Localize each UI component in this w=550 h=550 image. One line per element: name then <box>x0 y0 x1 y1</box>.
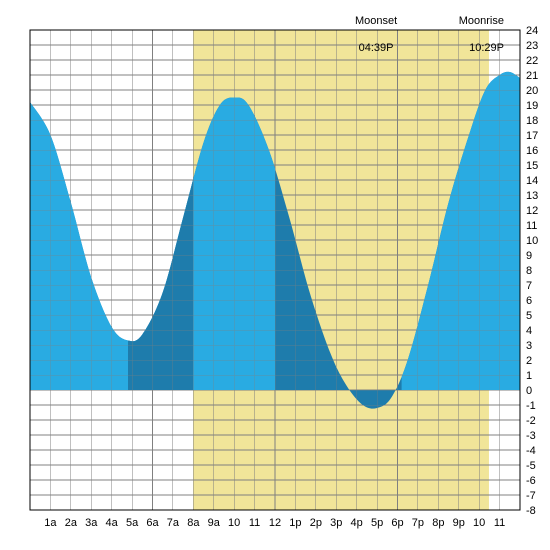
svg-text:2p: 2p <box>310 517 322 529</box>
svg-text:13: 13 <box>526 190 538 202</box>
svg-text:-6: -6 <box>526 475 536 487</box>
svg-text:4p: 4p <box>351 517 363 529</box>
moonrise-title: Moonrise <box>459 15 504 27</box>
svg-text:8: 8 <box>526 265 532 277</box>
svg-text:5: 5 <box>526 310 532 322</box>
svg-text:9: 9 <box>526 250 532 262</box>
svg-text:-2: -2 <box>526 415 536 427</box>
moonrise-label: Moonrise 10:29P <box>444 2 504 68</box>
svg-text:16: 16 <box>526 145 538 157</box>
chart-svg: -8-7-6-5-4-3-2-1012345678910111213141516… <box>0 0 550 550</box>
svg-text:11: 11 <box>249 517 260 529</box>
svg-text:-8: -8 <box>526 505 536 517</box>
svg-text:17: 17 <box>526 130 538 142</box>
svg-text:6a: 6a <box>146 517 159 529</box>
tide-chart: -8-7-6-5-4-3-2-1012345678910111213141516… <box>0 0 550 550</box>
svg-text:3: 3 <box>526 340 532 352</box>
svg-text:8a: 8a <box>187 517 200 529</box>
svg-text:22: 22 <box>526 55 538 67</box>
svg-text:10: 10 <box>526 235 538 247</box>
svg-text:15: 15 <box>526 160 538 172</box>
moonset-title: Moonset <box>355 15 397 27</box>
svg-text:18: 18 <box>526 115 538 127</box>
svg-text:2: 2 <box>526 355 532 367</box>
svg-text:1a: 1a <box>44 517 57 529</box>
svg-text:24: 24 <box>526 25 538 37</box>
svg-text:12: 12 <box>269 517 281 529</box>
svg-text:19: 19 <box>526 100 538 112</box>
svg-text:14: 14 <box>526 175 538 187</box>
svg-text:4: 4 <box>526 325 532 337</box>
moonrise-time: 10:29P <box>469 42 504 54</box>
svg-text:23: 23 <box>526 40 538 52</box>
svg-text:9p: 9p <box>453 517 465 529</box>
svg-text:5p: 5p <box>371 517 383 529</box>
svg-text:0: 0 <box>526 385 532 397</box>
svg-text:-1: -1 <box>526 400 536 412</box>
svg-text:7a: 7a <box>167 517 180 529</box>
svg-text:12: 12 <box>526 205 538 217</box>
svg-text:-4: -4 <box>526 445 536 457</box>
moonset-label: Moonset 04:39P <box>340 2 400 68</box>
svg-text:2a: 2a <box>65 517 78 529</box>
svg-text:11: 11 <box>494 517 505 529</box>
svg-text:-3: -3 <box>526 430 536 442</box>
svg-text:7: 7 <box>526 280 532 292</box>
svg-text:5a: 5a <box>126 517 139 529</box>
svg-text:9a: 9a <box>208 517 221 529</box>
moonset-time: 04:39P <box>359 42 394 54</box>
svg-text:7p: 7p <box>412 517 424 529</box>
svg-text:21: 21 <box>526 70 538 82</box>
svg-text:-7: -7 <box>526 490 536 502</box>
svg-text:1p: 1p <box>289 517 301 529</box>
svg-text:1: 1 <box>526 370 532 382</box>
svg-text:11: 11 <box>526 220 537 232</box>
svg-text:10: 10 <box>228 517 240 529</box>
svg-text:20: 20 <box>526 85 538 97</box>
svg-text:-5: -5 <box>526 460 536 472</box>
svg-text:3a: 3a <box>85 517 98 529</box>
svg-text:4a: 4a <box>106 517 119 529</box>
svg-text:6: 6 <box>526 295 532 307</box>
svg-text:8p: 8p <box>432 517 444 529</box>
svg-text:10: 10 <box>473 517 485 529</box>
svg-text:3p: 3p <box>330 517 342 529</box>
svg-text:6p: 6p <box>391 517 403 529</box>
